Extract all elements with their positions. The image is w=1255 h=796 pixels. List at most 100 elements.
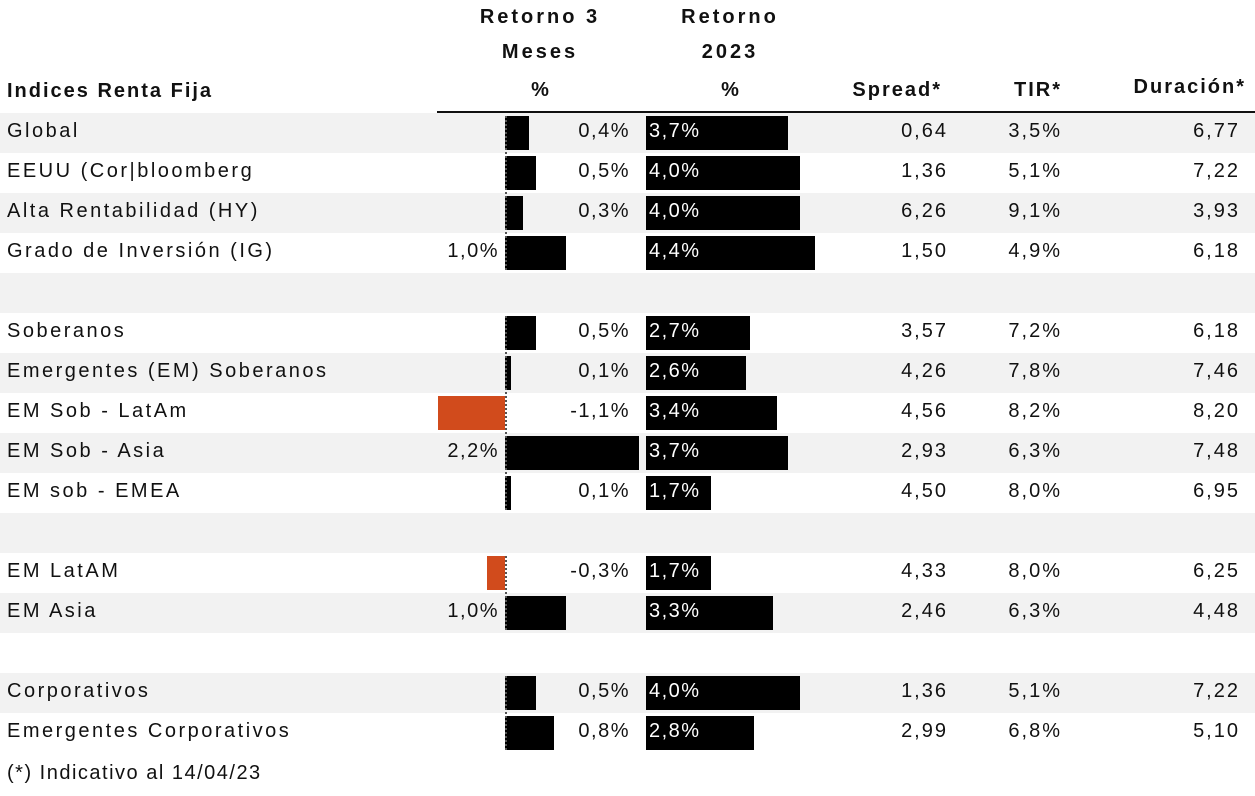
value-ret23: 3,7% — [649, 120, 701, 142]
bar-ret3 — [505, 476, 512, 510]
value-ret23: 3,3% — [649, 600, 701, 622]
value-ret3: -1,1% — [570, 400, 630, 422]
value-spread: 2,46 — [901, 600, 948, 622]
row-label: Corporativos — [7, 680, 151, 702]
value-tir: 8,0% — [1008, 480, 1062, 502]
value-ret3: 1,0% — [447, 240, 499, 262]
row-label: EM Sob - LatAm — [7, 400, 189, 422]
value-ret3: 0,1% — [578, 360, 630, 382]
value-tir: 7,8% — [1008, 360, 1062, 382]
value-spread: 6,26 — [901, 200, 948, 222]
spacer-row — [0, 633, 1255, 673]
value-spread: 3,57 — [901, 320, 948, 342]
value-tir: 5,1% — [1008, 160, 1062, 182]
value-spread: 2,99 — [901, 720, 948, 742]
value-tir: 7,2% — [1008, 320, 1062, 342]
table-row: Global 0,4% 3,7% 0,64 3,5% 6,77 — [0, 113, 1255, 153]
value-ret3: 0,5% — [578, 680, 630, 702]
value-ret3: -0,3% — [570, 560, 630, 582]
bar-ret23 — [646, 676, 800, 710]
value-ret23: 3,7% — [649, 440, 701, 462]
column-header-ret23-line1: Retorno — [681, 6, 779, 28]
row-label: EM Asia — [7, 600, 98, 622]
table-row: EM Sob - Asia 2,2% 3,7% 2,93 6,3% 7,48 — [0, 433, 1255, 473]
bar-ret3 — [505, 236, 566, 270]
bar-ret3 — [505, 676, 536, 710]
value-duracion: 3,93 — [1193, 200, 1240, 222]
value-ret3: 0,8% — [578, 720, 630, 742]
table-row: EM sob - EMEA 0,1% 1,7% 4,50 8,0% 6,95 — [0, 473, 1255, 513]
row-label: Global — [7, 120, 80, 142]
column-header-duracion: Duración* — [1133, 76, 1246, 98]
value-ret3: 2,2% — [447, 440, 499, 462]
column-header-spread: Spread* — [852, 79, 942, 101]
row-label: Emergentes Corporativos — [7, 720, 292, 742]
zero-axis-line — [505, 316, 507, 510]
value-ret3: 0,5% — [578, 160, 630, 182]
spacer-row — [0, 273, 1255, 313]
row-label: EEUU (Cor|bloomberg — [7, 160, 255, 182]
column-header-ret23-line2: 2023 — [701, 41, 759, 63]
value-duracion: 4,48 — [1193, 600, 1240, 622]
value-spread: 4,26 — [901, 360, 948, 382]
value-duracion: 8,20 — [1193, 400, 1240, 422]
value-tir: 6,3% — [1008, 440, 1062, 462]
value-tir: 9,1% — [1008, 200, 1062, 222]
value-tir: 6,3% — [1008, 600, 1062, 622]
table-row: EEUU (Cor|bloomberg 0,5% 4,0% 1,36 5,1% 7,22 — [0, 153, 1255, 193]
spacer-row — [0, 513, 1255, 553]
value-spread: 1,36 — [901, 680, 948, 702]
value-ret23: 2,6% — [649, 360, 701, 382]
bar-ret23 — [646, 196, 800, 230]
header-divider — [437, 111, 1255, 113]
zero-axis-line — [505, 676, 507, 750]
value-duracion: 6,25 — [1193, 560, 1240, 582]
value-ret23: 4,0% — [649, 160, 701, 182]
bar-ret3 — [505, 116, 530, 150]
value-ret23: 1,7% — [649, 480, 701, 502]
row-label: EM sob - EMEA — [7, 480, 182, 502]
table-row: Emergentes Corporativos 0,8% 2,8% 2,99 6,8% 5… — [0, 713, 1255, 753]
value-ret3: 0,3% — [578, 200, 630, 222]
table-row: EM Sob - LatAm -1,1% 3,4% 4,56 8,2% 8,20 — [0, 393, 1255, 433]
value-tir: 8,2% — [1008, 400, 1062, 422]
column-header-ret23-unit: % — [721, 79, 739, 101]
table-row: EM LatAM -0,3% 1,7% 4,33 8,0% 6,25 — [0, 553, 1255, 593]
value-duracion: 7,22 — [1193, 160, 1240, 182]
column-header-ret3-line1: Retorno 3 — [479, 6, 601, 28]
value-duracion: 6,95 — [1193, 480, 1240, 502]
footnote: (*) Indicativo al 14/04/23 — [7, 762, 262, 784]
bar-ret23 — [646, 156, 800, 190]
value-ret3: 0,5% — [578, 320, 630, 342]
table-row: Emergentes (EM) Soberanos 0,1% 2,6% 4,26 7,8… — [0, 353, 1255, 393]
value-ret23: 2,8% — [649, 720, 701, 742]
table-row: Soberanos 0,5% 2,7% 3,57 7,2% 6,18 — [0, 313, 1255, 353]
value-tir: 4,9% — [1008, 240, 1062, 262]
value-ret23: 4,0% — [649, 200, 701, 222]
value-tir: 6,8% — [1008, 720, 1062, 742]
bar-ret23 — [646, 116, 789, 150]
value-ret3: 1,0% — [447, 600, 499, 622]
value-tir: 5,1% — [1008, 680, 1062, 702]
row-label: Grado de Inversión (IG) — [7, 240, 275, 262]
value-duracion: 6,18 — [1193, 320, 1240, 342]
row-label: Soberanos — [7, 320, 127, 342]
value-ret3: 0,1% — [578, 480, 630, 502]
column-header-ret3-line2: Meses — [501, 41, 579, 63]
bar-ret3 — [486, 556, 505, 590]
value-ret3: 0,4% — [578, 120, 630, 142]
value-duracion: 7,46 — [1193, 360, 1240, 382]
value-ret23: 4,4% — [649, 240, 701, 262]
bar-ret3 — [437, 396, 505, 430]
bar-ret23 — [646, 316, 750, 350]
bar-ret23 — [646, 556, 712, 590]
zero-axis-line — [505, 556, 507, 630]
value-spread: 1,50 — [901, 240, 948, 262]
bar-ret23 — [646, 436, 789, 470]
bar-ret3 — [505, 196, 524, 230]
value-duracion: 5,10 — [1193, 720, 1240, 742]
bar-ret3 — [505, 716, 554, 750]
zero-axis-line — [505, 116, 507, 270]
table-row: Grado de Inversión (IG) 1,0% 4,4% 1,50 4,9% 6… — [0, 233, 1255, 273]
